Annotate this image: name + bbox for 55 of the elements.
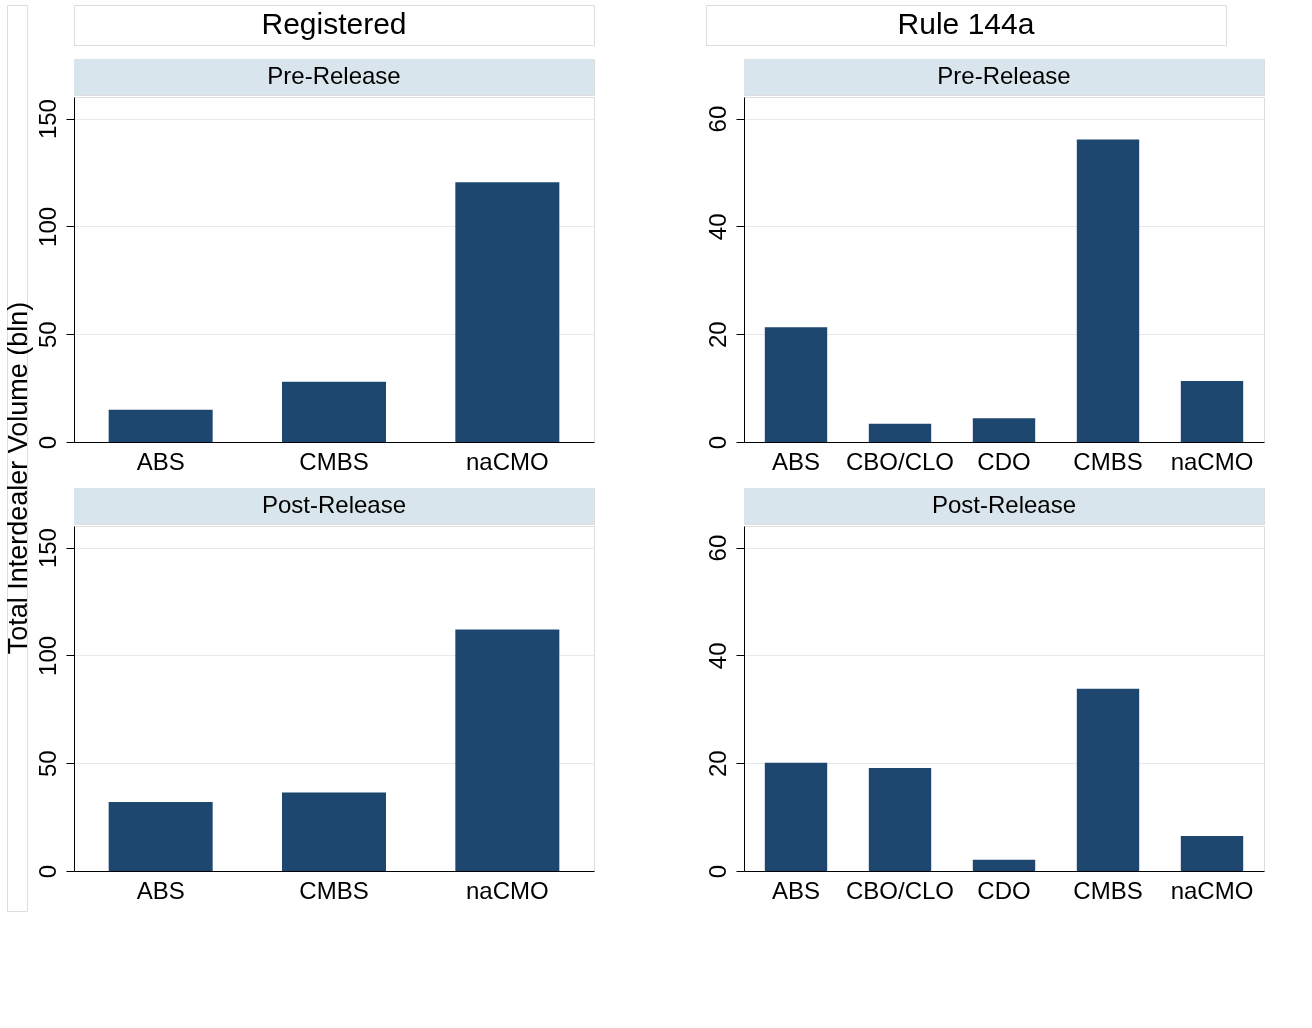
bar [1076,139,1140,442]
bar [108,409,213,442]
x-tick-label: CDO [977,876,1031,904]
bar [455,182,560,442]
x-tick-label: CDO [977,447,1031,475]
text: Rule 144a [897,7,1035,40]
bar [1180,835,1244,871]
x-tick-label: CMBS [1073,447,1143,475]
x-tick-label: naCMO [1170,876,1254,904]
y-tick-label: 0 [33,435,61,450]
y-tick-label: 150 [33,99,61,140]
y-tick-label: 100 [33,635,61,676]
y-tick-label: 20 [703,750,731,778]
y-tick-label: 20 [703,321,731,349]
bar [868,768,932,871]
bar [282,792,386,871]
x-tick-label: ABS [771,447,821,475]
y-tick-label: 40 [703,642,731,670]
bar [764,327,828,442]
y-axis-title: Total Interdealer Volume (bln) [3,301,33,655]
x-tick-label: CMBS [299,447,369,475]
chart-title: Pre-Release [937,62,1071,89]
chart-title: Post-Release [931,491,1077,518]
text: Registered [261,7,407,40]
y-tick-label: 100 [33,206,61,247]
chart-title: Post-Release [261,491,407,518]
bar [868,423,932,442]
x-tick-label: naCMO [465,447,549,475]
y-tick-label: 40 [703,213,731,241]
y-tick-label: 150 [33,528,61,569]
x-tick-label: CMBS [1073,876,1143,904]
bar [108,802,213,871]
x-tick-label: CMBS [299,876,369,904]
x-tick-label: ABS [771,876,821,904]
bar [764,762,828,871]
bar [972,859,1036,871]
x-tick-label: ABS [136,447,185,475]
y-tick-label: 50 [33,321,61,349]
x-tick-label: naCMO [1170,447,1254,475]
y-tick-label: 60 [703,105,731,133]
y-tick-label: 0 [33,864,61,879]
bar [282,381,386,442]
bar [1180,381,1244,442]
x-tick-label: CBO/CLO [845,876,955,904]
y-tick-label: 0 [703,435,731,450]
y-tick-label: 60 [703,534,731,562]
x-tick-label: naCMO [465,876,549,904]
bar [972,418,1036,442]
y-tick-label: 50 [33,750,61,778]
bar [1076,688,1140,871]
x-tick-label: CBO/CLO [845,447,955,475]
bar [455,629,560,871]
y-tick-label: 0 [703,864,731,879]
chart-title: Pre-Release [267,62,401,89]
x-tick-label: ABS [136,876,185,904]
